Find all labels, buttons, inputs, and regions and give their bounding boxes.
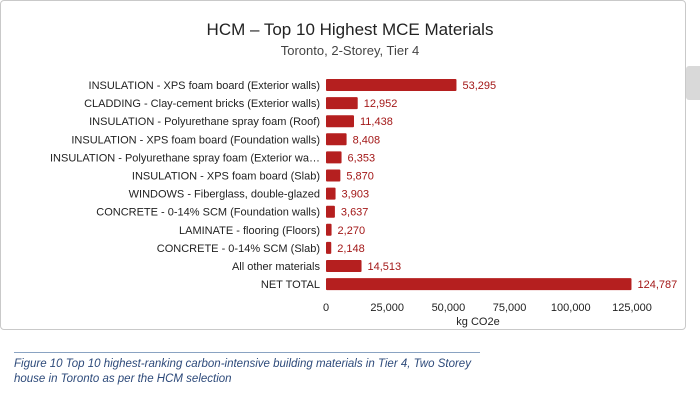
bar	[326, 187, 336, 200]
bar	[326, 278, 632, 291]
data-label: 6,353	[348, 152, 376, 164]
bar	[326, 115, 355, 128]
category-label: LAMINATE - flooring (Floors)	[179, 225, 320, 237]
chart-title: HCM – Top 10 Highest MCE Materials	[206, 20, 494, 39]
bar	[326, 169, 341, 182]
x-tick-label: 75,000	[493, 302, 527, 314]
category-label: CONCRETE - 0-14% SCM (Foundation walls)	[96, 207, 320, 219]
chart-card	[0, 0, 686, 330]
data-label: 14,513	[368, 261, 402, 273]
data-label: 8,408	[353, 134, 381, 146]
x-tick-label: 50,000	[432, 302, 466, 314]
figure-caption: Figure 10 Top 10 highest-ranking carbon-…	[14, 358, 471, 385]
category-label: INSULATION - XPS foam board (Slab)	[132, 171, 320, 183]
x-tick-label: 125,000	[612, 302, 652, 314]
category-label: NET TOTAL	[261, 279, 320, 291]
data-label: 124,787	[637, 279, 677, 291]
bar-chart: INSULATION - XPS foam board (Exterior wa…	[50, 79, 677, 328]
bar	[326, 223, 332, 236]
category-label: WINDOWS - Fiberglass, double-glazed	[129, 189, 320, 201]
data-label: 5,870	[346, 171, 374, 183]
bar	[326, 260, 362, 272]
bar	[326, 97, 358, 110]
bar	[326, 241, 332, 254]
category-label: INSULATION - Polyurethane spray foam (Ro…	[89, 116, 320, 128]
category-label: INSULATION - Polyurethane spray foam (Ex…	[50, 152, 320, 164]
bar	[326, 151, 342, 164]
scroll-tab[interactable]	[686, 66, 700, 100]
data-label: 2,148	[337, 243, 365, 255]
data-label: 53,295	[462, 80, 496, 92]
category-label: CONCRETE - 0-14% SCM (Slab)	[157, 243, 320, 255]
bar	[326, 205, 335, 218]
data-label: 3,637	[341, 207, 369, 219]
x-tick-label: 0	[323, 302, 329, 314]
data-label: 3,903	[342, 189, 370, 201]
category-label: CLADDING - Clay-cement bricks (Exterior …	[84, 98, 320, 110]
caption-divider	[14, 352, 480, 353]
chart-subtitle: Toronto, 2-Storey, Tier 4	[280, 43, 420, 58]
category-label: INSULATION - XPS foam board (Foundation …	[71, 134, 320, 146]
x-tick-label: 100,000	[551, 302, 591, 314]
data-label: 12,952	[364, 98, 398, 110]
category-label: All other materials	[232, 261, 321, 273]
x-tick-label: 25,000	[370, 302, 404, 314]
data-label: 11,438	[360, 116, 393, 128]
category-label: INSULATION - XPS foam board (Exterior wa…	[89, 80, 320, 92]
data-label: 2,270	[338, 225, 366, 237]
bar	[326, 79, 457, 91]
bar	[326, 133, 347, 146]
x-axis-title: kg CO2e	[456, 316, 499, 328]
